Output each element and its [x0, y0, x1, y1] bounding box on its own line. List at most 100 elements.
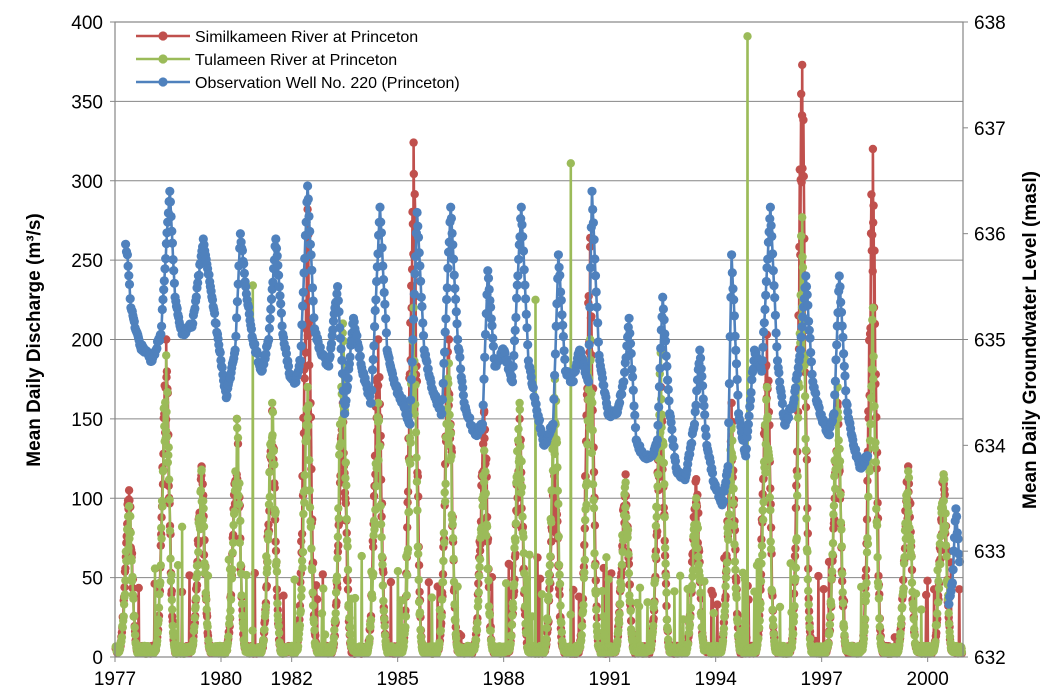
- series-tulameen-marker: [613, 636, 622, 645]
- series-tulameen-marker: [869, 352, 878, 361]
- series-tulameen-marker: [793, 413, 803, 423]
- series-well-marker: [232, 313, 242, 323]
- series-similkameen-marker: [386, 577, 396, 587]
- series-well-marker: [653, 420, 663, 430]
- series-tulameen-marker: [804, 614, 814, 623]
- series-well-marker: [381, 328, 391, 338]
- series-tulameen-marker: [904, 508, 913, 517]
- series-tulameen-marker: [517, 482, 527, 492]
- series-well-marker: [381, 314, 391, 324]
- series-well-marker: [840, 371, 850, 381]
- series-similkameen-marker: [409, 138, 418, 147]
- series-well-marker: [418, 318, 428, 328]
- series-similkameen-marker: [374, 335, 383, 344]
- series-well-marker: [215, 348, 225, 358]
- series-well-marker: [555, 270, 565, 280]
- series-tulameen-marker: [248, 626, 257, 635]
- series-well-marker: [304, 211, 314, 221]
- series-tulameen-marker: [124, 502, 134, 511]
- series-tulameen-marker: [557, 628, 566, 637]
- series-tulameen-marker: [686, 613, 695, 622]
- series-tulameen-marker: [380, 614, 389, 624]
- series-well-marker: [550, 370, 560, 380]
- series-well-marker: [953, 534, 963, 544]
- series-well-marker: [486, 302, 496, 312]
- series-well-marker: [806, 347, 816, 358]
- series-well-marker: [325, 351, 335, 361]
- series-tulameen-marker: [226, 606, 235, 615]
- series-tulameen-marker: [306, 522, 316, 532]
- series-tulameen-marker: [345, 613, 354, 623]
- series-tulameen-marker: [156, 578, 165, 587]
- series-well-marker: [239, 268, 249, 278]
- series-tulameen-marker: [346, 629, 355, 639]
- series-tulameen-marker: [331, 588, 341, 597]
- series-tulameen-marker: [471, 635, 481, 645]
- series-tulameen-marker: [829, 510, 838, 519]
- series-well-marker: [342, 382, 352, 392]
- series-tulameen-marker: [236, 516, 245, 526]
- series-tulameen-marker: [438, 578, 448, 587]
- series-similkameen-marker: [799, 115, 808, 125]
- series-tulameen-marker: [486, 626, 495, 635]
- series-tulameen-marker: [898, 602, 907, 612]
- series-well-marker: [336, 344, 346, 354]
- series-tulameen-marker: [191, 594, 201, 603]
- series-tulameen-marker: [128, 572, 137, 582]
- series-tulameen-marker: [896, 629, 905, 638]
- series-tulameen-marker: [635, 583, 645, 592]
- series-tulameen-marker: [721, 582, 730, 591]
- series-tulameen-marker: [554, 532, 563, 541]
- series-well-marker: [167, 238, 177, 248]
- series-well-marker: [588, 204, 598, 215]
- series-well-marker: [440, 347, 450, 357]
- series-tulameen-marker: [730, 540, 739, 549]
- series-well-marker: [413, 221, 423, 231]
- series-tulameen-marker: [231, 467, 240, 476]
- series-tulameen-marker: [827, 567, 837, 576]
- series-tulameen-marker: [332, 572, 342, 581]
- series-well-marker: [484, 284, 494, 295]
- series-tulameen-marker: [190, 622, 199, 631]
- series-tulameen-marker: [838, 598, 848, 608]
- series-tulameen-marker: [478, 502, 487, 511]
- series-well-marker: [731, 359, 742, 369]
- series-tulameen-marker: [662, 588, 671, 597]
- series-well-marker: [777, 398, 788, 409]
- series-tulameen-marker: [260, 625, 269, 634]
- series-tulameen-marker: [731, 565, 740, 574]
- series-well-marker: [446, 213, 456, 223]
- series-tulameen-marker: [167, 570, 176, 580]
- series-tulameen-marker: [685, 620, 695, 630]
- series-tulameen-marker: [162, 407, 171, 417]
- series-tulameen-marker: [721, 601, 730, 610]
- series-tulameen-marker: [485, 611, 494, 620]
- series-tulameen-marker: [159, 466, 168, 475]
- series-well-marker: [863, 451, 873, 461]
- series-well-marker: [191, 292, 201, 302]
- series-well-marker: [448, 254, 459, 264]
- series-tulameen-marker: [300, 471, 309, 480]
- series-well-marker: [699, 401, 709, 411]
- series-tulameen-marker: [859, 634, 869, 643]
- series-tulameen-marker: [366, 615, 376, 624]
- series-well-marker: [654, 382, 665, 392]
- series-tulameen-marker: [934, 584, 944, 593]
- series-tulameen-marker: [368, 593, 377, 603]
- series-tulameen-marker: [514, 424, 523, 434]
- series-well-marker: [230, 345, 240, 355]
- series-tulameen-marker: [905, 523, 914, 532]
- series-tulameen-marker: [766, 537, 775, 546]
- series-tulameen-marker: [590, 561, 600, 570]
- series-tulameen-marker: [199, 522, 209, 531]
- series-well-marker: [829, 409, 839, 419]
- series-tulameen-marker: [545, 560, 555, 570]
- series-tulameen-marker: [557, 618, 566, 628]
- series-well-marker: [369, 341, 379, 351]
- series-tulameen-marker: [230, 507, 239, 516]
- series-well-marker: [839, 349, 849, 359]
- series-tulameen-marker: [837, 542, 846, 551]
- series-well-marker: [194, 270, 204, 280]
- series-well-marker: [370, 305, 380, 316]
- series-well-marker: [308, 296, 318, 306]
